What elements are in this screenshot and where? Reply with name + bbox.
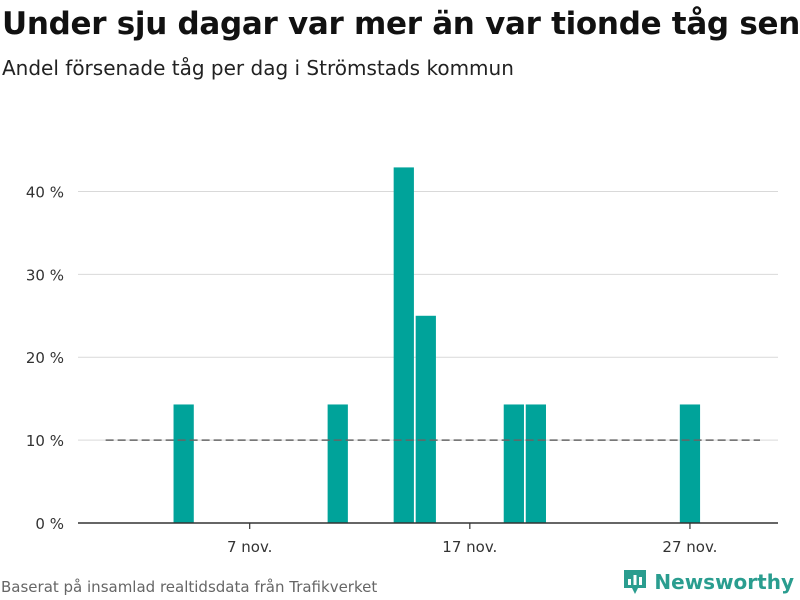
x-tick-label: 7 nov.	[227, 538, 272, 556]
y-tick-label: 20 %	[26, 349, 64, 367]
bar	[173, 404, 194, 523]
bar	[393, 167, 414, 523]
chart-subtitle: Andel försenade tåg per dag i Strömstads…	[2, 56, 514, 80]
bar	[679, 404, 701, 523]
bar	[327, 404, 348, 523]
x-tick-label: 17 nov.	[442, 538, 497, 556]
newsworthy-logo: Newsworthy	[622, 568, 794, 596]
y-tick-label: 10 %	[26, 432, 64, 450]
chart-title: Under sju dagar var mer än var tionde tå…	[2, 6, 800, 42]
y-tick-label: 30 %	[26, 266, 64, 284]
brand-name: Newsworthy	[654, 570, 794, 594]
y-tick-label: 0 %	[35, 515, 64, 533]
bar	[503, 404, 524, 523]
source-note: Baserat på insamlad realtidsdata från Tr…	[1, 578, 378, 596]
newsworthy-icon	[624, 570, 647, 594]
y-tick-label: 40 %	[26, 183, 64, 201]
bar	[525, 404, 546, 523]
x-tick-label: 27 nov.	[662, 538, 717, 556]
bar	[415, 315, 436, 523]
